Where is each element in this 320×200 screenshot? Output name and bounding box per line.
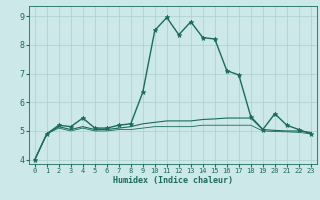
X-axis label: Humidex (Indice chaleur): Humidex (Indice chaleur)	[113, 176, 233, 185]
